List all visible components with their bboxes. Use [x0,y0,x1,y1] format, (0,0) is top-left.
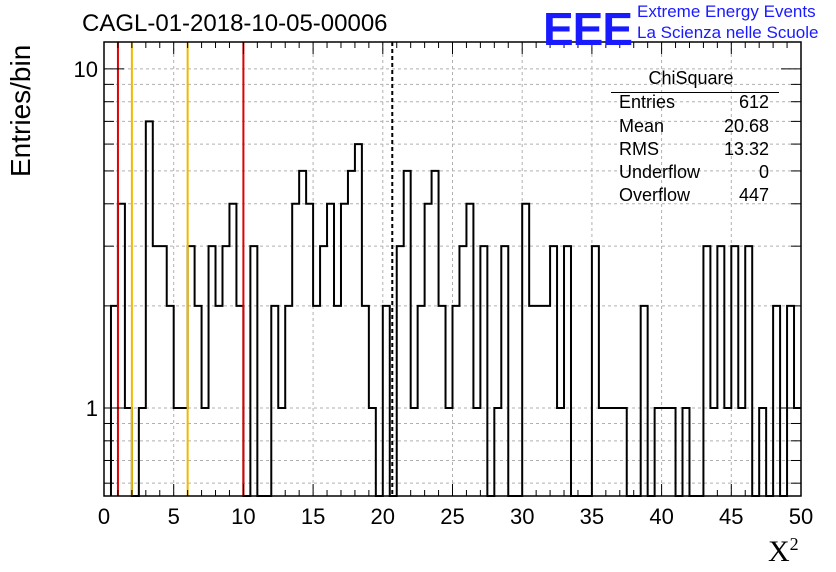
project-subtitle: La Scienza nelle Scuole [637,23,819,42]
x-tick-label: 5 [168,504,180,529]
y-axis-label: Entries/bin [5,44,36,177]
stats-row-underflow: Underflow 0 [619,162,769,183]
x-tick-label: 10 [231,504,255,529]
stats-divider [611,92,779,93]
stats-row-entries: Entries 612 [619,92,769,113]
stats-label: Mean [619,116,665,136]
stats-title: ChiSquare [648,68,734,88]
stats-value: 20.68 [723,116,769,136]
stats-row-overflow: Overflow 447 [619,185,769,206]
run-title: CAGL-01-2018-10-05-00006 [82,10,388,37]
stats-label: Entries [619,92,676,112]
x-tick-label: 15 [301,504,325,529]
x-axis-label-exponent: 2 [789,534,799,554]
x-tick-label: 45 [719,504,743,529]
stats-value: 612 [738,92,769,112]
x-tick-label: 25 [440,504,464,529]
x-tick-label: 35 [580,504,604,529]
x-tick-label: 20 [371,504,395,529]
x-axis-label-base: X [768,535,790,568]
project-name: Extreme Energy Events [637,2,816,21]
stats-value: 0 [758,162,769,182]
stats-value: 447 [738,185,769,205]
x-tick-label: 0 [98,504,110,529]
stats-label: Underflow [619,162,701,182]
y-tick-label: 10 [74,57,98,82]
stats-label: RMS [619,139,659,159]
stats-value: 13.32 [723,139,769,159]
x-tick-label: 40 [649,504,673,529]
x-tick-label: 30 [510,504,534,529]
eee-logo: EEE [543,3,633,55]
x-tick-label: 50 [789,504,813,529]
stats-row-rms: RMS 13.32 [619,139,769,160]
x-axis-label: X2 [768,534,799,569]
stats-row-mean: Mean 20.68 [619,116,769,137]
y-tick-label: 1 [86,396,98,421]
stats-label: Overflow [619,185,691,205]
